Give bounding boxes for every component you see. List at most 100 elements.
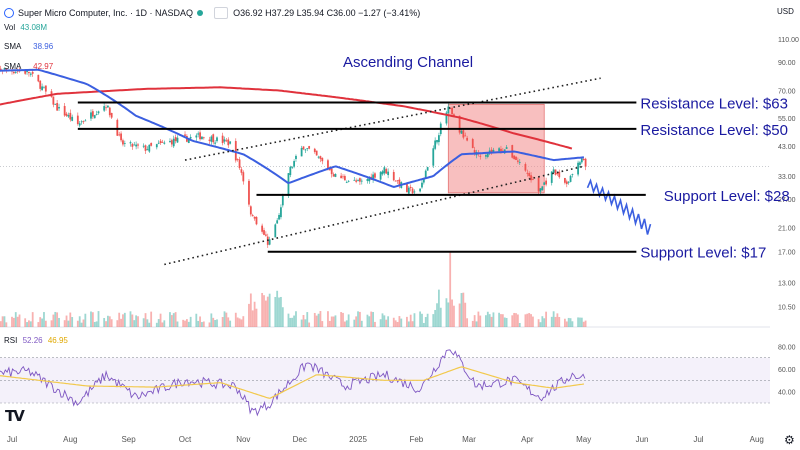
candle-body [545,180,548,185]
candle-body [170,140,173,145]
volume-bar [584,320,587,327]
tradingview-logo-icon[interactable]: TV [5,407,25,425]
volume-bar [223,311,226,327]
volume-bar [400,318,403,327]
candle-body [91,111,94,117]
candle-body [148,144,151,152]
volume-bar [556,313,559,327]
candle-body [123,143,126,144]
rsi-legend[interactable]: RSI 52.26 46.95 [4,336,68,345]
candle-body [261,225,264,232]
volume-bar [120,318,122,327]
volume-legend[interactable]: Vol 43.08M [4,23,47,32]
candle-body [276,220,279,224]
volume-bar [464,302,467,327]
sma-short-line [0,68,584,189]
volume-bar [169,312,171,327]
candle-body [582,158,585,160]
gear-icon[interactable]: ⚙ [784,433,795,447]
candle-body [539,188,542,192]
volume-bar [76,320,79,327]
volume-bar [182,319,185,327]
volume-bar [39,317,42,327]
sma-long-legend[interactable]: SMA 42.97 [4,62,53,71]
volume-bar [345,320,348,327]
annotation-level-50: Resistance Level: $50 [640,122,788,139]
candle-body [308,146,311,149]
volume-bar [142,318,145,327]
volume-bar [340,312,343,327]
candle-body [238,159,241,169]
candle-body [464,135,467,137]
volume-bar [293,315,295,327]
candle-body [321,157,324,162]
volume-bar [357,311,359,327]
currency-label[interactable]: USD [777,7,794,16]
candle-body [274,224,277,238]
volume-bar [396,321,399,327]
volume-bar [451,299,453,327]
volume-bar [280,296,282,327]
candle-body [161,141,164,143]
volume-bar [315,315,318,327]
candle-body [37,74,40,82]
candle-body [526,172,529,174]
candle-body [65,113,68,116]
volume-bar [187,321,190,327]
price-tick-label: 10.50 [778,305,796,312]
candle-body [281,195,284,206]
candle-body [306,148,309,149]
candle-body [71,116,74,121]
volume-bar [202,321,205,327]
channel-lower-line [164,165,584,266]
candle-body [432,148,435,166]
candle-body [146,149,149,151]
volume-bar [107,315,109,327]
candle-body [137,144,139,146]
volume-bar [518,322,521,327]
candle-body [471,139,474,148]
candle-body [543,182,546,185]
volume-bar [84,313,87,327]
candle-body [54,103,57,105]
volume-bar [355,316,358,327]
volume-bar [571,321,574,327]
volume-bar [295,311,297,327]
volume-bar [372,311,374,327]
candle-body [253,216,256,219]
volume-bar [434,309,437,327]
candle-body [424,170,427,179]
candle-body [343,176,346,181]
time-tick-label: Oct [179,435,192,444]
volume-bar [43,312,45,327]
volume-bar [449,252,452,327]
compare-button[interactable] [214,7,229,19]
volume-bar [281,307,284,327]
candle-body [26,70,28,73]
volume-bar [197,320,200,327]
volume-bar [291,317,294,327]
volume-bar [214,320,217,327]
volume-bar [170,315,173,327]
volume-bar [227,317,230,327]
volume-bar [234,312,237,327]
volume-bar [90,311,92,327]
symbol-title[interactable]: Super Micro Computer, Inc. · 1D · NASDAQ [18,8,194,18]
rsi-label: RSI [4,336,18,345]
volume-bar [569,318,572,327]
candle-body [174,137,177,142]
volume-bar [445,298,448,327]
candle-body [516,160,519,162]
volume-bar [261,292,264,327]
sma-short-legend[interactable]: SMA 38.96 [4,42,53,51]
volume-bar [82,319,85,327]
candle-body [280,207,282,218]
candle-body [56,103,59,111]
volume-bar [558,317,561,327]
volume-bar [541,316,544,327]
volume-bar [411,321,414,327]
volume-bar [263,295,265,327]
volume-bar [426,313,429,327]
rsi-line [0,349,586,417]
